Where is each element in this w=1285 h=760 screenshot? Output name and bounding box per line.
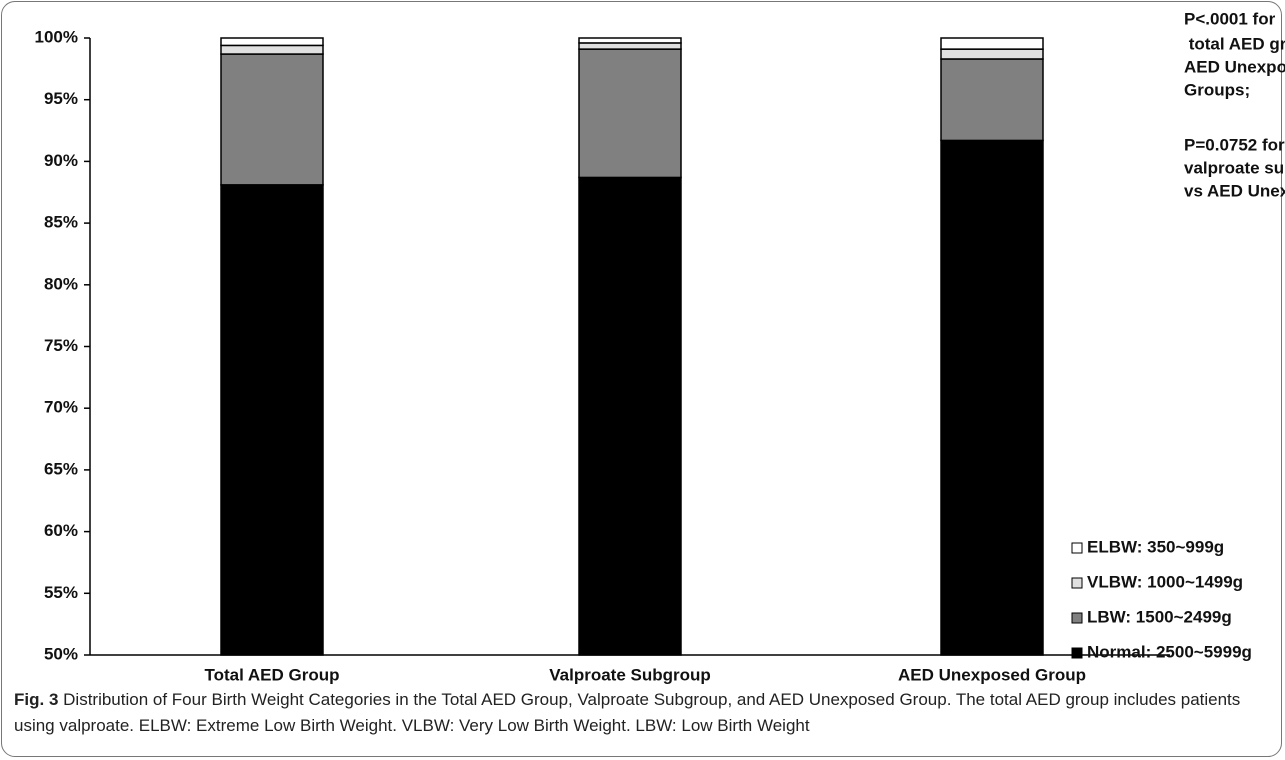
caption-label: Fig. 3 (14, 690, 59, 709)
bar-segment (578, 37, 682, 44)
y-tick-label: 70% (44, 398, 78, 417)
y-tick-label: 60% (44, 521, 78, 540)
y-tick-label: 100% (35, 27, 78, 46)
legend-label: LBW: 1500~2499g (1087, 607, 1232, 626)
legend-label: VLBW: 1000~1499g (1087, 572, 1243, 591)
y-tick-label: 95% (44, 89, 78, 108)
annotation: AED Unexposed (1184, 57, 1285, 76)
legend-swatch (1071, 542, 1083, 554)
y-tick-label: 80% (44, 274, 78, 293)
legend-swatch (1071, 647, 1083, 659)
y-tick-label: 50% (44, 644, 78, 663)
annotation: valproate subgroup (1184, 158, 1285, 177)
chart: 50% 55% 60% 65% 70% 75% 80% 85% 90% 95% 100% Total … (35, 9, 1285, 684)
bar-segment (578, 48, 682, 179)
annotation: total AED group vs (1184, 34, 1285, 53)
bar-segment (220, 184, 324, 656)
x-tick-label: AED Unexposed Group (898, 665, 1086, 684)
legend-swatch (1071, 577, 1083, 589)
annotation: Groups; (1184, 80, 1250, 99)
annotation: P<.0001 for (1184, 9, 1276, 28)
bar-segment (578, 42, 682, 50)
bar-segment (220, 44, 324, 55)
legend-swatch (1071, 612, 1083, 624)
legend-label: Normal: 2500~5999g (1087, 642, 1252, 661)
y-tick-label: 85% (44, 213, 78, 232)
caption: Fig. 3 Distribution of Four Birth Weight… (14, 687, 1254, 739)
bar-segment (940, 139, 1044, 656)
x-tick-label: Total AED Group (204, 665, 339, 684)
annotation: vs AED Unexposed (1184, 181, 1285, 200)
y-tick-label: 75% (44, 336, 78, 355)
y-tick-label: 90% (44, 151, 78, 170)
y-tick-label: 55% (44, 583, 78, 602)
y-tick-label: 65% (44, 459, 78, 478)
bar-segment (220, 53, 324, 186)
x-tick-label: Valproate Subgroup (549, 665, 711, 684)
caption-text: Distribution of Four Birth Weight Catego… (14, 690, 1241, 735)
bar-segment (220, 37, 324, 47)
bar-segment (578, 176, 682, 656)
bar-segment (940, 37, 1044, 50)
legend-label: ELBW: 350~999g (1087, 537, 1224, 556)
annotation: P=0.0752 for (1184, 135, 1285, 154)
bar-segment (940, 58, 1044, 142)
bar-segment (940, 48, 1044, 60)
